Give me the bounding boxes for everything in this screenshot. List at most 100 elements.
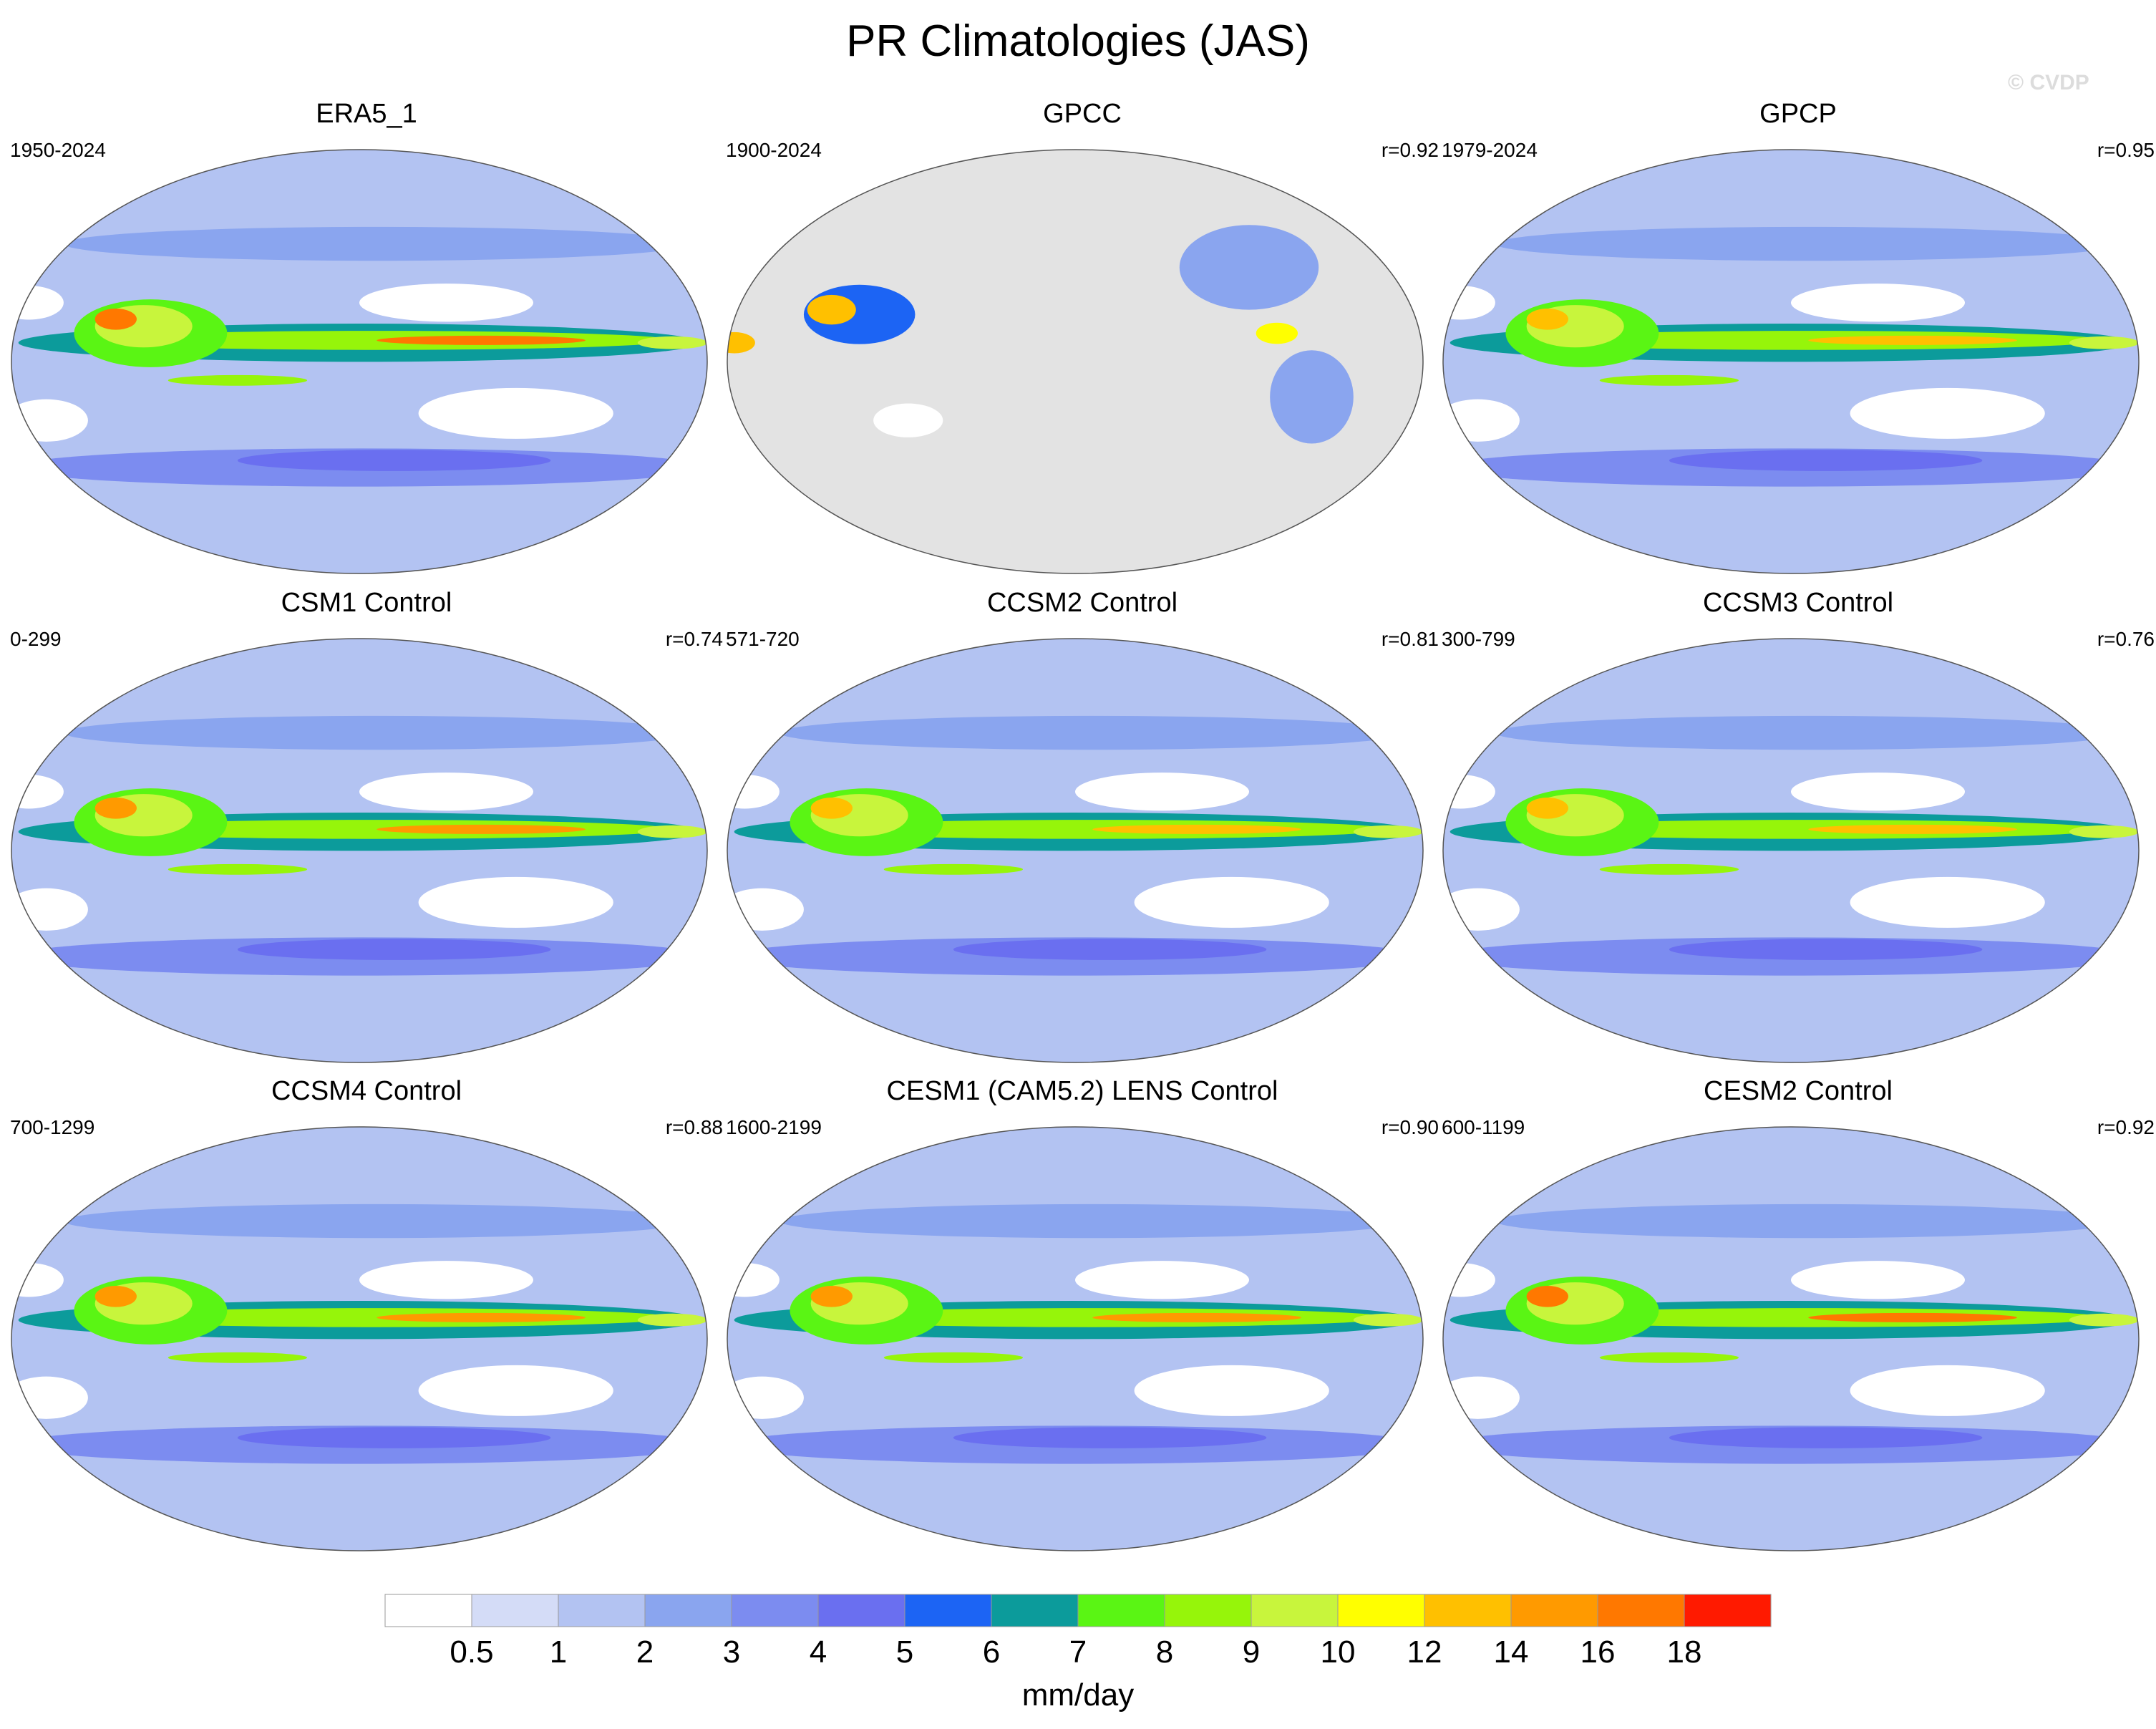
dry-zone-nep	[1075, 773, 1249, 811]
atlantic-itcz	[637, 825, 707, 838]
dry-zone-sep	[1850, 1365, 2045, 1416]
atlantic-itcz	[2069, 1313, 2139, 1327]
dry-zone-nep	[1791, 284, 1965, 322]
dry-zone-sahara	[11, 775, 64, 809]
map-panel: CSM1 Control 0-299 r=0.74	[9, 586, 724, 1072]
storm-track-north	[63, 1203, 690, 1239]
warm-pool-core	[94, 1286, 137, 1307]
dry-zone-nep	[359, 284, 533, 322]
dry-zone-sep	[418, 387, 613, 439]
colorbar-swatch	[558, 1594, 646, 1627]
warm-pool-core	[1526, 1286, 1568, 1307]
dry-zone-sep	[418, 1365, 613, 1416]
colorbar-swatch	[1164, 1594, 1252, 1627]
storm-track-north	[779, 1203, 1406, 1239]
colorbar-tick-label: 1	[550, 1634, 567, 1670]
itcz-core	[377, 335, 586, 345]
land-north-america	[1179, 225, 1319, 310]
land-africa	[727, 331, 755, 354]
itcz-core	[1808, 335, 2017, 345]
map-panel: GPCP 1979-2024 r=0.95	[1440, 97, 2156, 583]
colorbar-swatch	[471, 1594, 559, 1627]
map-plot	[1442, 638, 2140, 1063]
dry-zone-sahara	[11, 286, 64, 320]
atlantic-itcz	[1353, 825, 1423, 838]
dry-zone-nep	[1075, 1261, 1249, 1299]
warm-pool-core	[1526, 309, 1568, 330]
atlantic-itcz	[2069, 336, 2139, 349]
atlantic-itcz	[637, 1313, 707, 1327]
storm-track-south-core	[237, 1427, 551, 1448]
itcz-band	[1512, 331, 2104, 350]
colorbar-tick-label: 2	[636, 1634, 654, 1670]
colorbar-swatch	[991, 1594, 1079, 1627]
map-panel: ERA5_1 1950-2024	[9, 97, 724, 583]
map-plot	[1442, 1126, 2140, 1551]
storm-track-south-core	[237, 939, 551, 960]
dry-zone-nep	[1791, 773, 1965, 811]
panel-correlation: r=0.76	[2097, 628, 2155, 650]
spcz	[883, 863, 1024, 875]
map-plot	[11, 638, 708, 1063]
panel-title: CCSM3 Control	[1702, 588, 1894, 618]
map-plot	[727, 1126, 1424, 1551]
panel-correlation: r=0.74	[665, 628, 723, 650]
colorbar-tick-label: 7	[1069, 1634, 1087, 1670]
storm-track-south-core	[1669, 1427, 1983, 1448]
colorbar-tick-label: 5	[896, 1634, 913, 1670]
colorbar-swatch	[644, 1594, 732, 1627]
panel-period: 600-1199	[1442, 1116, 1525, 1138]
map-plot	[727, 149, 1424, 574]
panel-title: CESM1 (CAM5.2) LENS Control	[886, 1076, 1278, 1106]
itcz-core	[1092, 824, 1301, 834]
panel-correlation: r=0.81	[1381, 628, 1439, 650]
itcz-core	[1092, 1312, 1301, 1322]
map-panel: GPCC 1900-2024 r=0.92	[724, 97, 1440, 583]
colorbar-swatch	[817, 1594, 905, 1627]
dry-zone-sahara	[1443, 775, 1495, 809]
map-boundary	[1442, 149, 2140, 574]
map-boundary	[727, 638, 1424, 1063]
storm-track-south-core	[237, 450, 551, 471]
panel-title: CSM1 Control	[281, 588, 452, 618]
warm-pool-core	[810, 798, 853, 819]
dry-zone-sep	[1134, 876, 1329, 928]
storm-track-south-core	[1669, 939, 1983, 960]
map-boundary	[11, 638, 708, 1063]
storm-track-north	[1495, 226, 2122, 261]
map-boundary	[11, 149, 708, 574]
dry-zone-nep	[359, 1261, 533, 1299]
itcz-core	[377, 1312, 586, 1322]
colorbar-tick-label: 9	[1243, 1634, 1260, 1670]
map-boundary	[11, 1126, 708, 1551]
spcz	[1599, 1352, 1739, 1363]
colorbar-tick-label: 0.5	[450, 1634, 493, 1670]
panel-title: GPCC	[1043, 99, 1122, 129]
land-monsoon	[807, 294, 856, 325]
colorbar-tick-label: 3	[723, 1634, 740, 1670]
map-boundary	[1442, 1126, 2140, 1551]
colorbar-swatch	[1510, 1594, 1598, 1627]
panel-correlation: r=0.88	[665, 1116, 723, 1138]
land-central-america	[1256, 322, 1298, 344]
map-panel: CESM2 Control 600-1199 r=0.92	[1440, 1074, 2156, 1561]
warm-pool-core	[810, 1286, 853, 1307]
map-plot	[727, 638, 1424, 1063]
map-panel: CESM1 (CAM5.2) LENS Control 1600-2199 r=0.…	[724, 1074, 1440, 1561]
warm-pool-core	[1526, 798, 1568, 819]
atlantic-itcz	[637, 336, 707, 349]
dry-zone-nep	[359, 773, 533, 811]
dry-zone-sahara	[727, 775, 780, 809]
panel-title: CCSM4 Control	[271, 1076, 462, 1106]
panel-period: 300-799	[1442, 628, 1515, 650]
dry-zone-sahara	[727, 1263, 780, 1297]
panel-correlation: r=0.90	[1381, 1116, 1439, 1138]
map-panel: CCSM2 Control 571-720 r=0.81	[724, 586, 1440, 1072]
colorbar-swatch	[904, 1594, 992, 1627]
panel-title: GPCP	[1759, 99, 1837, 129]
map-plot	[11, 1126, 708, 1551]
colorbar-tick-label: 12	[1407, 1634, 1442, 1670]
panel-period: 1900-2024	[726, 139, 822, 161]
land-south-america	[1270, 350, 1354, 444]
colorbar-swatch	[384, 1594, 472, 1627]
